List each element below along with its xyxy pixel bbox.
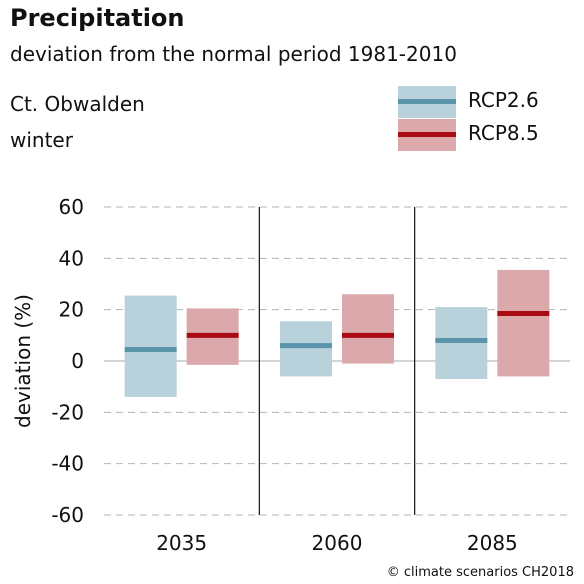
y-tick-label: 0 [71, 349, 84, 373]
y-tick-label: 60 [59, 195, 84, 219]
chart-title: Precipitation [10, 4, 185, 32]
y-tick-label: -20 [51, 400, 84, 424]
range-bar-rcp85-2085 [497, 269, 550, 377]
legend-swatch-rcp85-line [398, 132, 456, 137]
legend-swatch-rcp26-line [398, 99, 456, 104]
range-bar-rcp26-2060 [280, 321, 332, 377]
y-tick-label: 20 [59, 298, 84, 322]
legend-item-rcp26: RCP2.6 [398, 86, 558, 122]
y-tick-label: -60 [51, 503, 84, 527]
y-axis-label: deviation (%) [11, 294, 35, 428]
range-bar-rcp26-2035 [124, 295, 177, 397]
range-bar-rcp26-2085 [435, 307, 488, 379]
y-tick-label: 40 [59, 246, 84, 270]
region-label: Ct. Obwalden [10, 92, 145, 116]
x-tick-label: 2060 [312, 531, 363, 555]
x-tick-label: 2035 [156, 531, 207, 555]
range-bar-rcp85-2060 [342, 294, 394, 364]
x-tick-label: 2085 [467, 531, 518, 555]
legend-item-rcp85: RCP8.5 [398, 119, 558, 155]
season-label: winter [10, 128, 73, 152]
chart-subtitle: deviation from the normal period 1981-20… [10, 42, 457, 66]
legend-label-rcp26: RCP2.6 [468, 88, 539, 112]
legend-label-rcp85: RCP8.5 [468, 121, 539, 145]
y-tick-label: -40 [51, 452, 84, 476]
copyright-credit: © climate scenarios CH2018 [386, 565, 574, 580]
